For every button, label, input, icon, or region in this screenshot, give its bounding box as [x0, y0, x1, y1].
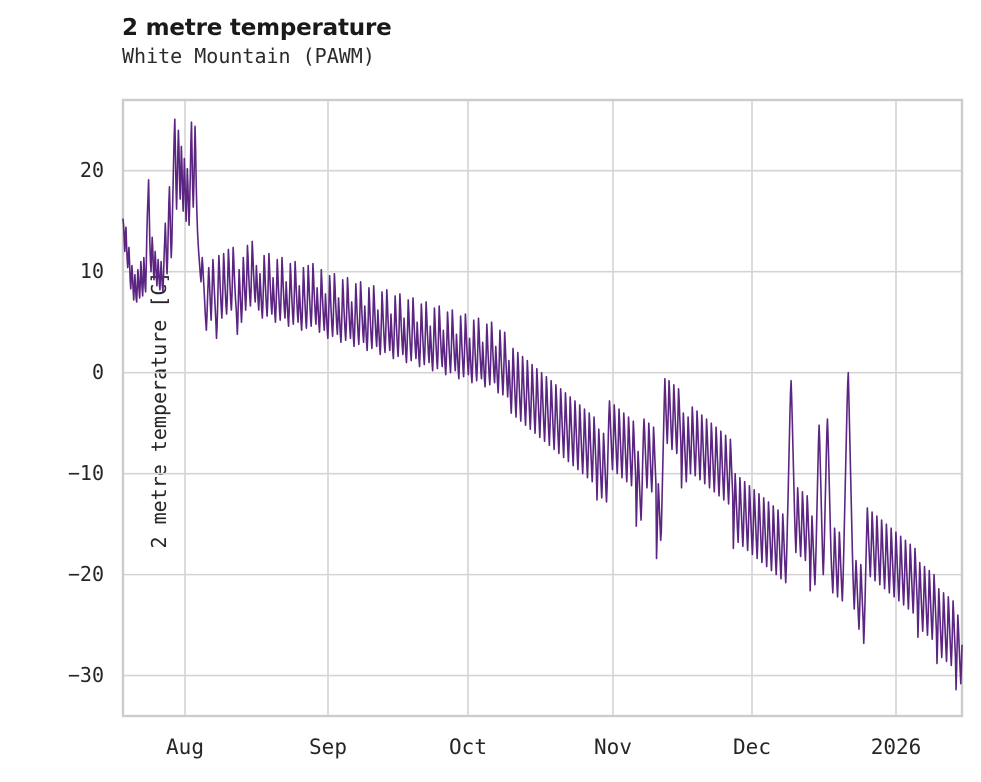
x-tick-label: Sep: [309, 735, 347, 759]
y-tick-label: −20: [67, 561, 104, 586]
chart-subtitle: White Mountain (PAWM): [122, 44, 375, 68]
x-tick-label: Aug: [166, 735, 204, 759]
series-line: [122, 118, 963, 691]
y-tick-label: 0: [91, 359, 104, 384]
chart-title: 2 metre temperature: [122, 15, 392, 41]
temperature-series: [122, 118, 963, 691]
x-tick-label: Oct: [449, 735, 487, 759]
y-tick-label: −30: [67, 662, 104, 687]
plot-frame: [121, 98, 964, 718]
x-tick-label: 2026: [870, 735, 922, 759]
plot-border: [121, 98, 964, 718]
y-tick-label: 10: [79, 258, 104, 283]
gridlines: [123, 100, 962, 716]
y-tick-label: −10: [67, 460, 104, 485]
y-tick-label: 20: [79, 157, 104, 182]
x-tick-label: Dec: [733, 735, 771, 759]
chart-header: 2 metre temperature White Mountain (PAWM…: [122, 14, 962, 69]
x-tick-label: Nov: [594, 735, 632, 759]
